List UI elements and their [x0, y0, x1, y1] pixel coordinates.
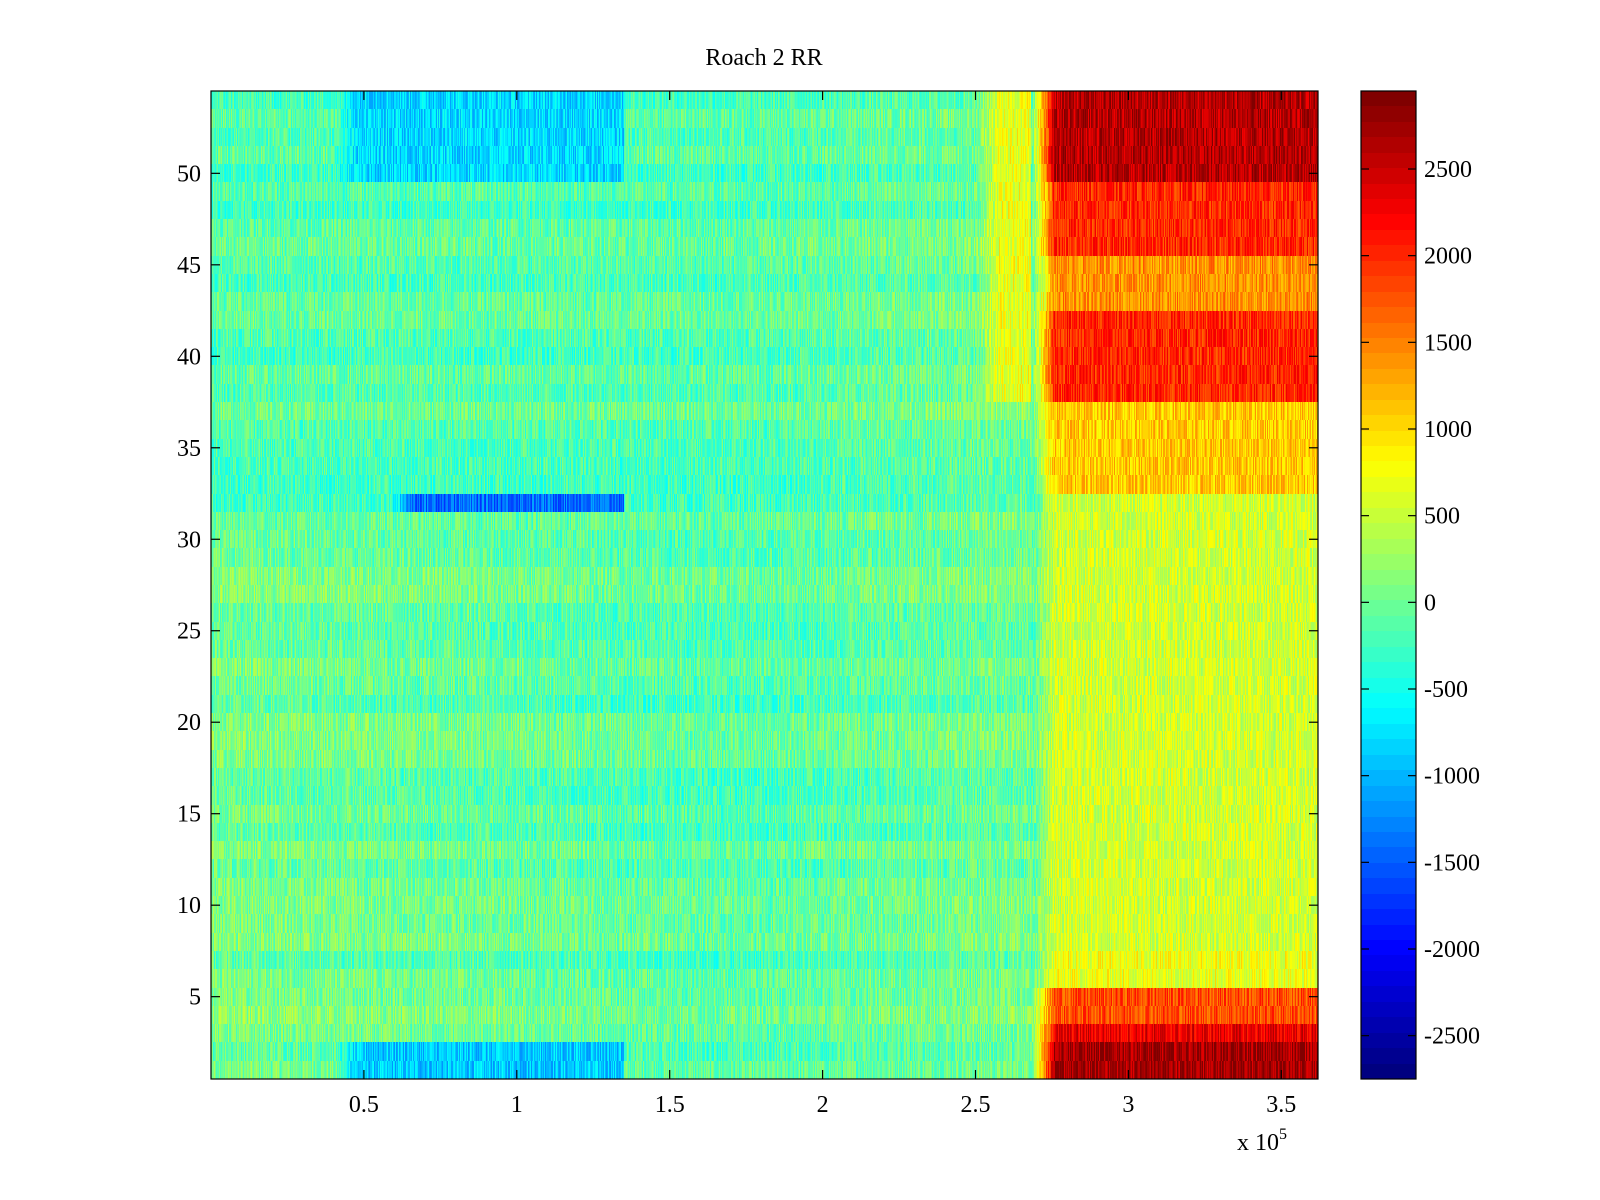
x-tick-label: 0.5 — [349, 1092, 379, 1118]
y-tick-label: 20 — [177, 710, 201, 736]
colorbar-image — [1361, 91, 1416, 1079]
x-multiplier-exponent: 5 — [1279, 1126, 1287, 1143]
chart-title: Roach 2 RR — [705, 45, 822, 71]
plot-frame — [210, 90, 1319, 1080]
x-tick-label: 3.5 — [1266, 1092, 1296, 1118]
x-multiplier-base: x 10 — [1237, 1130, 1279, 1156]
y-tick-label: 35 — [177, 436, 201, 462]
heatmap-image — [211, 91, 1318, 1079]
x-tick-label: 2.5 — [961, 1092, 991, 1118]
colorbar-tick-label: 0 — [1424, 590, 1436, 616]
y-axis-ticks: 5 10 15 20 25 30 35 40 45 50 — [177, 161, 1318, 1011]
y-tick-label: 10 — [177, 893, 201, 919]
x-tick-label: 3 — [1122, 1092, 1134, 1118]
x-tick-label: 2 — [817, 1092, 829, 1118]
y-tick-label: 30 — [177, 527, 201, 553]
colorbar-tick-label: 1000 — [1424, 417, 1472, 443]
y-tick-label: 50 — [177, 161, 201, 187]
colorbar-tick-label: 2000 — [1424, 244, 1472, 270]
colorbar-tick-label: -1000 — [1424, 764, 1480, 790]
colorbar-tick-label: 2500 — [1424, 157, 1472, 183]
colorbar-tick-label: -2500 — [1424, 1024, 1480, 1050]
x-axis-ticks: 0.5 1 1.5 2 2.5 3 3.5 — [349, 91, 1296, 1118]
colorbar-tick-label: 1500 — [1424, 330, 1472, 356]
y-tick-label: 45 — [177, 253, 201, 279]
colorbar-tick-label: -500 — [1424, 677, 1468, 703]
colorbar-ticks: 2500 2000 1500 1000 500 0 -500 -1000 -1500 -2000 -… — [1361, 157, 1480, 1050]
x-axis-multiplier: x 105 — [1237, 1126, 1287, 1156]
colorbar-tick-label: -1500 — [1424, 850, 1480, 876]
colorbar-frame — [1360, 90, 1417, 1080]
colorbar-tick-label: -2000 — [1424, 937, 1480, 963]
x-tick-label: 1 — [511, 1092, 523, 1118]
colorbar-tick-label: 500 — [1424, 504, 1460, 530]
x-tick-label: 1.5 — [655, 1092, 685, 1118]
y-tick-label: 5 — [189, 985, 201, 1011]
y-tick-label: 40 — [177, 344, 201, 370]
y-tick-label: 25 — [177, 619, 201, 645]
y-tick-label: 15 — [177, 802, 201, 828]
